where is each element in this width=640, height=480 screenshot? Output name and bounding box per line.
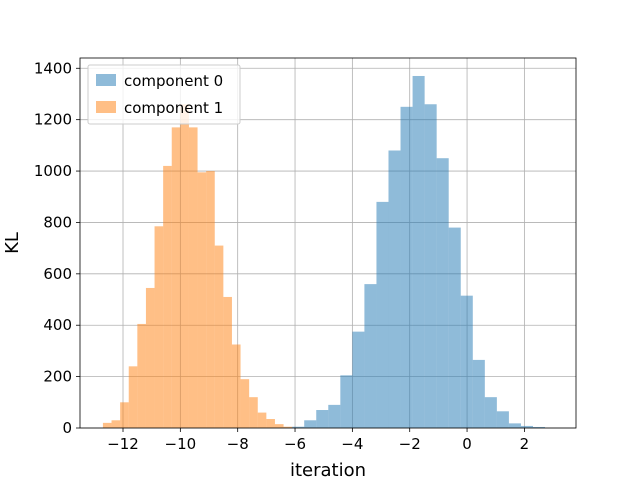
histogram-bar-component-0 bbox=[376, 201, 389, 428]
histogram-bar-component-0 bbox=[496, 411, 509, 428]
x-tick-label: −12 bbox=[107, 435, 139, 453]
histogram-bar-component-1 bbox=[180, 104, 189, 428]
histogram-bar-component-1 bbox=[154, 226, 164, 428]
y-tick-label: 1200 bbox=[34, 111, 72, 129]
histogram-bar-component-1 bbox=[102, 422, 112, 428]
y-tick-label: 400 bbox=[43, 316, 72, 334]
legend-swatch-component-1 bbox=[96, 101, 116, 113]
histogram-bar-component-0 bbox=[364, 284, 377, 428]
histogram-bar-component-1 bbox=[214, 245, 224, 428]
y-tick-label: 200 bbox=[43, 368, 72, 386]
histogram-bar-component-1 bbox=[171, 127, 181, 428]
histogram-bar-component-0 bbox=[508, 423, 521, 428]
histogram-bar-component-0 bbox=[472, 359, 485, 428]
histogram-bar-component-0 bbox=[400, 106, 413, 428]
histogram-bar-component-0 bbox=[388, 150, 401, 428]
y-tick-label: 1400 bbox=[34, 59, 72, 77]
x-tick-label: −4 bbox=[341, 435, 363, 453]
x-axis-label: iteration bbox=[290, 460, 366, 480]
y-tick-label: 600 bbox=[43, 265, 72, 283]
x-tick-label: 2 bbox=[520, 435, 530, 453]
histogram-bar-component-1 bbox=[188, 127, 198, 428]
legend-label-component-1: component 1 bbox=[124, 99, 223, 117]
histogram-bar-component-0 bbox=[328, 404, 341, 428]
legend-label-component-0: component 0 bbox=[124, 72, 223, 90]
histogram-bar-component-1 bbox=[249, 397, 258, 428]
histogram-bar-component-0 bbox=[424, 104, 437, 428]
histogram-bar-component-0 bbox=[304, 420, 317, 428]
x-tick-label: −6 bbox=[284, 435, 306, 453]
x-tick-label: −10 bbox=[165, 435, 197, 453]
histogram-bar-component-0 bbox=[532, 426, 546, 428]
x-tick-label: −8 bbox=[227, 435, 249, 453]
plot-area-frame bbox=[79, 57, 577, 429]
histogram-bar-component-1 bbox=[197, 172, 207, 428]
axis-ticks: −12 −10 −8 −6 −4 −2 0 2 0 200 400 600 800 1000 1200 140… bbox=[34, 59, 529, 453]
histogram-bar-component-1 bbox=[240, 379, 250, 428]
histogram-bar-component-1 bbox=[223, 296, 232, 428]
histogram-bar-component-0 bbox=[484, 397, 497, 428]
histogram-bar-component-1 bbox=[266, 419, 275, 428]
histogram-bar-component-0 bbox=[436, 158, 449, 429]
histogram-bar-component-1 bbox=[120, 402, 129, 428]
histogram-bar-component-1 bbox=[128, 366, 138, 428]
x-tick-label: 0 bbox=[462, 435, 472, 453]
x-tick-label: −2 bbox=[399, 435, 421, 453]
histogram-bar-component-0 bbox=[448, 227, 461, 428]
histogram-bar-component-0 bbox=[292, 426, 305, 428]
histogram-bar-component-1 bbox=[163, 165, 172, 428]
histogram-bar-component-1 bbox=[206, 171, 215, 429]
histogram-bar-component-0 bbox=[316, 410, 329, 428]
histogram-bar-component-0 bbox=[520, 425, 533, 428]
histogram-bar-component-0 bbox=[340, 375, 353, 428]
histogram-bar-component-1 bbox=[111, 420, 121, 428]
y-tick-label: 800 bbox=[43, 213, 72, 231]
histogram-bar-component-0 bbox=[412, 75, 425, 428]
histogram-bar-component-0 bbox=[460, 295, 473, 428]
y-tick-label: 0 bbox=[62, 419, 72, 437]
histogram-bar-component-1 bbox=[274, 424, 284, 428]
histogram-bar-component-1 bbox=[231, 344, 241, 428]
legend-swatch-component-0 bbox=[96, 74, 116, 86]
histogram-bar-component-1 bbox=[145, 287, 155, 428]
histogram-bar-component-1 bbox=[137, 323, 146, 428]
histogram-bar-component-0 bbox=[352, 331, 365, 428]
legend-box bbox=[87, 64, 241, 125]
y-tick-label: 1000 bbox=[34, 162, 72, 180]
histogram-bars bbox=[102, 75, 546, 429]
histogram-bar-component-1 bbox=[283, 426, 293, 428]
legend: component 0 component 1 bbox=[87, 64, 241, 125]
y-axis-label: KL bbox=[2, 232, 23, 254]
histogram-bar-component-1 bbox=[257, 412, 267, 428]
